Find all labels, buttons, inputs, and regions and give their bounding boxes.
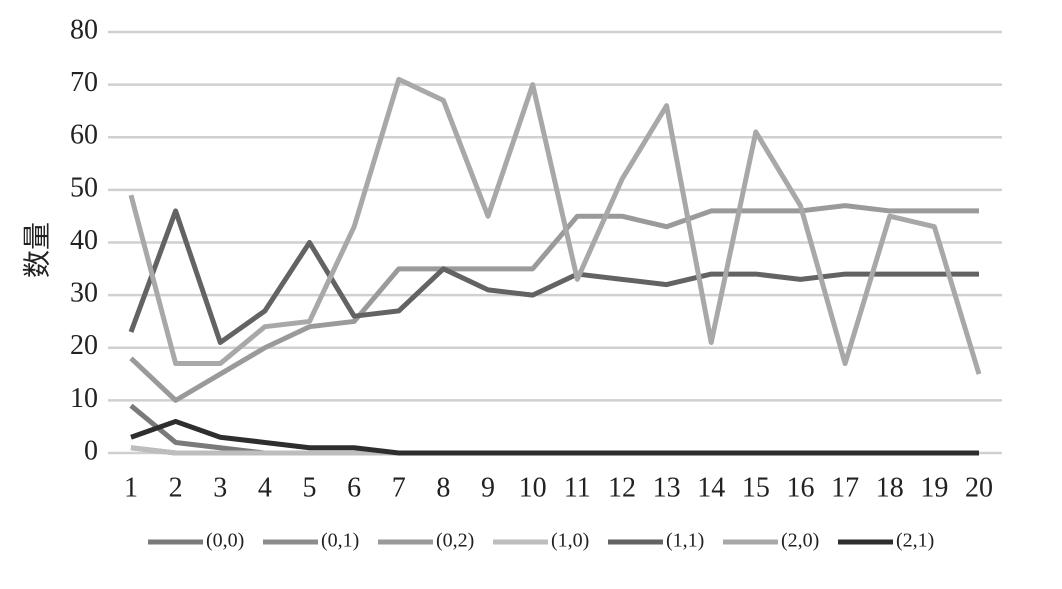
x-tick-label: 8 [436, 472, 450, 503]
y-tick-label: 30 [70, 278, 98, 309]
x-tick-label: 13 [653, 472, 681, 503]
x-tick-label: 15 [742, 472, 770, 503]
x-tick-label: 1 [124, 472, 138, 503]
y-axis-label: 数量 [21, 222, 53, 278]
y-tick-label: 70 [70, 67, 98, 98]
legend-label: (2,1) [896, 530, 934, 552]
y-tick-label: 50 [70, 172, 98, 203]
x-tick-label: 6 [347, 472, 361, 503]
x-tick-label: 5 [303, 472, 317, 503]
series-line [129, 203, 979, 403]
y-tick-label: 60 [70, 120, 98, 151]
x-tick-label: 14 [697, 472, 725, 503]
legend-label: (0,0) [206, 530, 244, 552]
x-tick-label: 2 [169, 472, 183, 503]
y-tick-label: 40 [70, 225, 98, 256]
y-tick-label: 80 [70, 14, 98, 45]
y-tick-label: 20 [70, 330, 98, 361]
series-line [128, 76, 982, 375]
legend-label: (1,0) [551, 530, 589, 552]
y-tick-label: 0 [84, 435, 98, 466]
x-tick-label: 4 [258, 472, 272, 503]
legend-label: (0,1) [321, 530, 359, 552]
series-line [129, 403, 979, 456]
x-tick-label: 19 [920, 472, 948, 503]
x-tick-label: 20 [965, 472, 993, 503]
x-tick-label: 10 [519, 472, 547, 503]
x-tick-label: 9 [481, 472, 495, 503]
y-tick-label: 10 [70, 383, 98, 414]
x-tick-label: 17 [831, 472, 859, 503]
x-tick-label: 18 [876, 472, 904, 503]
x-tick-label: 11 [564, 472, 591, 503]
legend-label: (1,1) [666, 530, 704, 552]
legend-label: (0,2) [436, 530, 474, 552]
x-tick-label: 7 [392, 472, 406, 503]
x-tick-label: 3 [213, 472, 227, 503]
x-tick-label: 12 [608, 472, 636, 503]
x-tick-label: 16 [786, 472, 814, 503]
series-line [130, 418, 979, 456]
legend-label: (2,0) [781, 530, 819, 552]
series-line [128, 208, 979, 345]
